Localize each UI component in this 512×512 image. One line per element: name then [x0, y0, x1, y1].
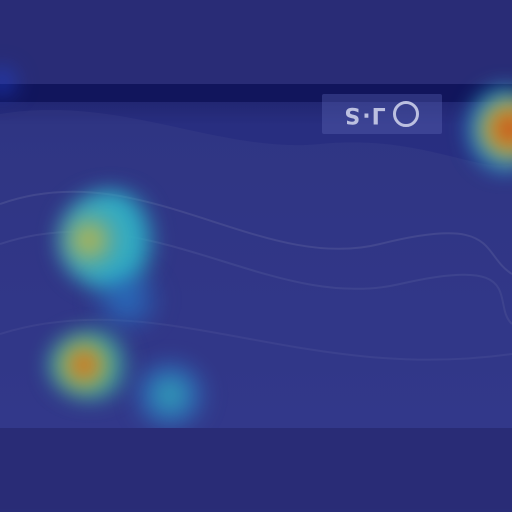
logo-text: Ƨ·L [345, 101, 387, 127]
heat-spot-lower-center [130, 360, 210, 430]
brand-logo: Ƨ·L [322, 94, 442, 134]
heat-spot-middle [82, 270, 172, 330]
bottom-band [0, 428, 512, 512]
top-band [0, 0, 512, 84]
heat-spot-lower-left [48, 330, 138, 400]
circle-ring-icon [392, 101, 419, 127]
heat-spot-top-left-edge [0, 62, 22, 102]
screen-top-bezel [0, 84, 512, 102]
